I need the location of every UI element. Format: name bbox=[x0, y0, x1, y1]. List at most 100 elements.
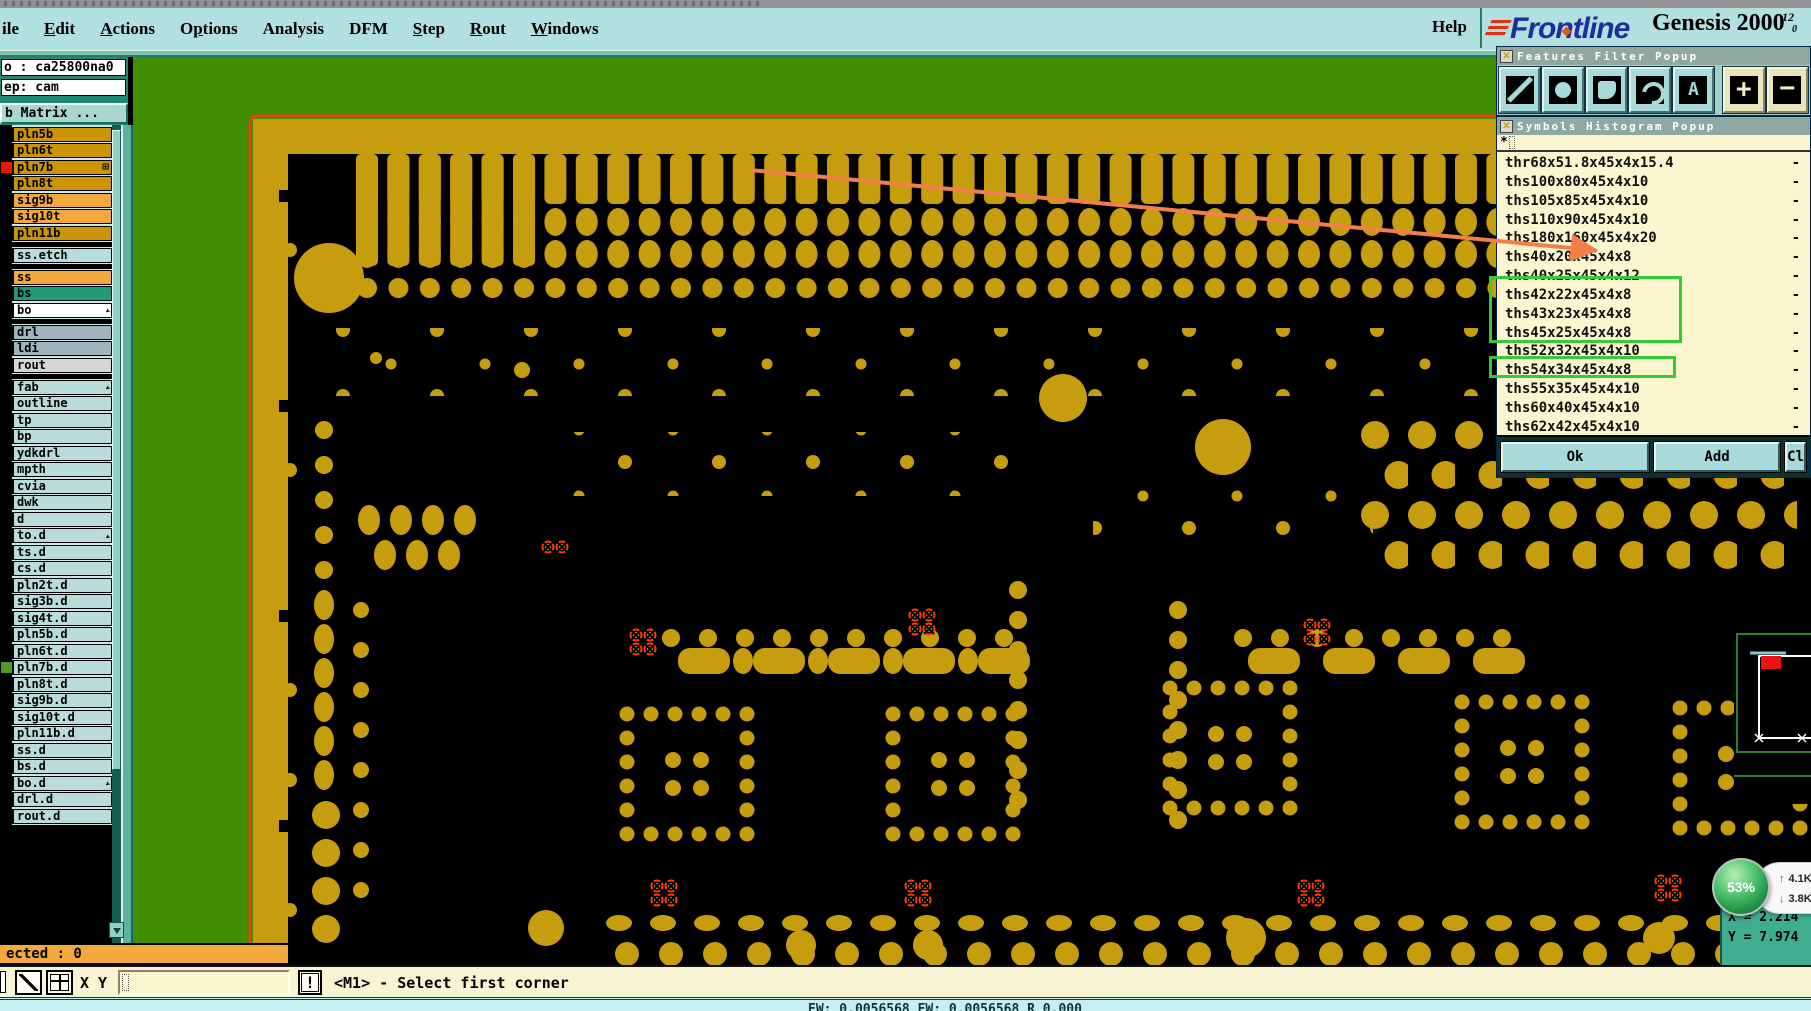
popup-titlebar[interactable]: Symbols Histogram Popup bbox=[1497, 117, 1810, 135]
window-menu-icon[interactable] bbox=[1500, 49, 1513, 63]
symbol-row[interactable]: thr68x51.8x45x4x15.4- bbox=[1505, 155, 1800, 171]
grid-toggle-icon[interactable] bbox=[46, 970, 73, 995]
netspeed-percent-badge[interactable]: 53% bbox=[1712, 858, 1770, 916]
menu-item[interactable]: Step bbox=[412, 19, 445, 38]
layer-row[interactable]: sig9b.d bbox=[0, 692, 112, 709]
popup-button[interactable]: Add bbox=[1652, 441, 1782, 473]
panel-splitter[interactable] bbox=[121, 125, 133, 965]
layer-context-mark bbox=[0, 495, 13, 510]
selected-count-bar: ected : 0 bbox=[0, 943, 290, 965]
layer-row[interactable]: pln11b.d bbox=[0, 725, 112, 742]
layer-row[interactable]: bo.d bbox=[0, 774, 112, 792]
layer-row[interactable]: cvia bbox=[0, 477, 112, 495]
layer-context-mark bbox=[0, 412, 13, 428]
layer-row[interactable]: pln6t bbox=[0, 142, 112, 159]
line-icon[interactable] bbox=[1497, 66, 1542, 114]
menu-item-help[interactable]: Help bbox=[1432, 17, 1467, 36]
popup-titlebar[interactable]: Features Filter Popup bbox=[1497, 47, 1810, 65]
menu-item[interactable]: Analysis bbox=[262, 19, 325, 38]
layer-row[interactable]: pln8t.d bbox=[0, 675, 112, 693]
layer-row[interactable]: ss.etch bbox=[0, 246, 112, 264]
menu-item[interactable]: DFM bbox=[349, 19, 388, 38]
snap-mode-icon[interactable] bbox=[15, 970, 42, 995]
window-menu-icon[interactable] bbox=[1500, 119, 1513, 133]
layer-row[interactable]: rout bbox=[0, 356, 112, 374]
product-version-sub: 0 bbox=[1792, 24, 1797, 35]
symbol-row[interactable]: ths110x90x45x4x10- bbox=[1505, 211, 1800, 228]
layer-row[interactable]: sig9b bbox=[0, 191, 112, 209]
plus-icon[interactable] bbox=[1722, 66, 1766, 114]
minus-icon[interactable] bbox=[1765, 66, 1809, 114]
menu-item[interactable]: Edit bbox=[44, 19, 76, 38]
layer-row[interactable]: to.d bbox=[0, 527, 112, 544]
xy-coordinate-input[interactable] bbox=[118, 970, 290, 995]
symbol-row[interactable]: ths62x42x45x4x10- bbox=[1505, 418, 1800, 435]
layer-row[interactable]: pln7b.d bbox=[0, 659, 112, 676]
symbol-row[interactable]: ths43x23x45x4x8- bbox=[1505, 305, 1800, 322]
layer-row[interactable]: drl.d bbox=[0, 791, 112, 808]
menu-item[interactable]: Windows bbox=[530, 19, 599, 38]
popup-button[interactable]: Ok bbox=[1500, 441, 1650, 473]
overview-navigator[interactable] bbox=[1734, 626, 1811, 804]
edge-button[interactable] bbox=[0, 971, 6, 993]
arc-icon[interactable] bbox=[1628, 66, 1672, 114]
layer-row[interactable]: rout.d bbox=[0, 807, 112, 825]
symbol-row[interactable]: ths100x80x45x4x10- bbox=[1505, 173, 1800, 190]
layer-row[interactable]: pln7b bbox=[0, 158, 112, 176]
symbol-row[interactable]: ths52x32x45x4x10- bbox=[1505, 343, 1800, 360]
symbol-filter-input[interactable]: * bbox=[1497, 135, 1810, 152]
popup-button[interactable]: Cl bbox=[1784, 441, 1807, 473]
layer-row[interactable]: fab bbox=[0, 378, 112, 396]
layer-row[interactable]: dwk bbox=[0, 494, 112, 511]
layer-row[interactable]: outline bbox=[0, 395, 112, 412]
menu-item[interactable]: ile bbox=[2, 19, 19, 38]
symbol-row[interactable]: ths180x160x45x4x20- bbox=[1505, 230, 1800, 247]
menu-item[interactable]: Rout bbox=[469, 19, 506, 38]
layer-row[interactable]: pln8t bbox=[0, 175, 112, 192]
layer-row[interactable]: bo bbox=[0, 301, 112, 319]
layer-row[interactable]: pln2t.d bbox=[0, 576, 112, 594]
layer-row[interactable]: ydkdrl bbox=[0, 444, 112, 462]
step-name-field[interactable]: ep: cam bbox=[1, 79, 126, 96]
symbol-row[interactable]: ths40x20x45x4x8- bbox=[1505, 249, 1800, 266]
menu-item[interactable]: Actions bbox=[100, 19, 155, 38]
layer-row[interactable]: cs.d bbox=[0, 560, 112, 577]
annotation-rect-1 bbox=[1489, 276, 1682, 343]
layer-row[interactable]: pln6t.d bbox=[0, 642, 112, 660]
layer-row[interactable]: ldi bbox=[0, 340, 112, 357]
layer-row[interactable]: mpth bbox=[0, 461, 112, 478]
layer-row[interactable]: pln5b.d bbox=[0, 626, 112, 643]
layer-row[interactable]: bp bbox=[0, 428, 112, 445]
layer-row[interactable]: bs bbox=[0, 285, 112, 302]
symbol-row[interactable]: ths60x40x45x4x10- bbox=[1505, 399, 1800, 416]
symbol-row[interactable]: ths105x85x45x4x10- bbox=[1505, 192, 1800, 209]
viewport-rect[interactable] bbox=[1758, 655, 1811, 739]
alert-icon[interactable]: ! bbox=[298, 970, 322, 995]
layer-row[interactable]: sig10t bbox=[0, 208, 112, 225]
symbol-row[interactable]: ths45x25x45x4x8- bbox=[1505, 324, 1800, 341]
job-name-field[interactable]: o : ca25800na0 bbox=[1, 59, 126, 76]
surface-icon[interactable] bbox=[1584, 66, 1629, 114]
layer-context-mark bbox=[0, 726, 13, 741]
symbol-row[interactable]: ths42x22x45x4x8- bbox=[1505, 286, 1800, 303]
layer-row[interactable]: pln11b bbox=[0, 224, 112, 242]
layer-row[interactable]: pln5b bbox=[0, 125, 112, 143]
pad-icon[interactable] bbox=[1541, 66, 1585, 114]
layer-row[interactable]: sig4t.d bbox=[0, 609, 112, 627]
symbol-row[interactable]: ths55x35x45x4x10- bbox=[1505, 381, 1800, 398]
layer-row[interactable]: tp bbox=[0, 411, 112, 429]
layer-row[interactable]: bs.d bbox=[0, 758, 112, 775]
menu-item[interactable]: Options bbox=[179, 19, 238, 38]
layer-row[interactable]: ss bbox=[0, 268, 112, 286]
layer-row[interactable]: d bbox=[0, 510, 112, 528]
layer-row[interactable]: ss.d bbox=[0, 741, 112, 759]
text-icon[interactable] bbox=[1671, 66, 1716, 114]
layer-row[interactable]: drl bbox=[0, 323, 112, 341]
layer-row[interactable]: sig3b.d bbox=[0, 593, 112, 610]
layer-row[interactable]: ts.d bbox=[0, 543, 112, 561]
symbol-row[interactable]: ths54x34x45x4x8- bbox=[1505, 362, 1800, 379]
layer-scrollbar-down-icon[interactable] bbox=[109, 922, 124, 938]
layer-scrollbar-thumb[interactable] bbox=[112, 130, 121, 770]
job-matrix-button[interactable]: b Matrix ... bbox=[0, 103, 128, 124]
layer-row[interactable]: sig10t.d bbox=[0, 708, 112, 726]
